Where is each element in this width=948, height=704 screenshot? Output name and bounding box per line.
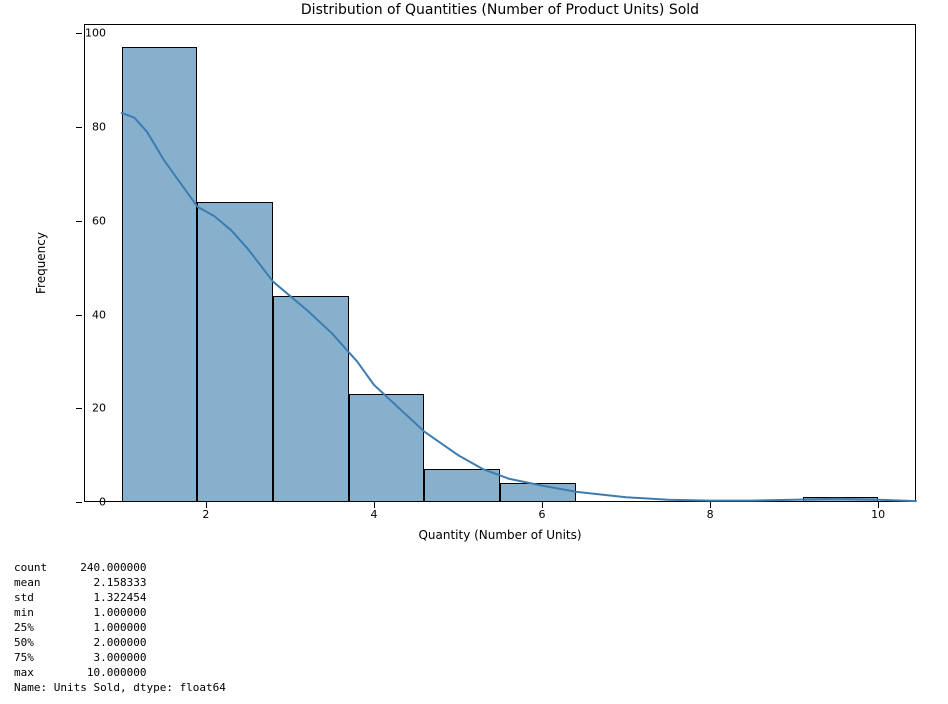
y-tick-label: 40: [70, 308, 106, 321]
histogram-figure: Distribution of Quantities (Number of Pr…: [0, 0, 948, 704]
y-tick-label: 80: [70, 121, 106, 134]
kde-curve: [84, 24, 916, 502]
x-tick-label: 2: [191, 508, 221, 521]
y-tick-label: 100: [70, 27, 106, 40]
chart-title: Distribution of Quantities (Number of Pr…: [84, 2, 916, 18]
y-axis-label: Frequency: [34, 24, 54, 502]
plot-area: [84, 24, 916, 502]
x-tick-label: 10: [863, 508, 893, 521]
x-axis-label: Quantity (Number of Units): [84, 528, 916, 542]
x-tick-label: 6: [527, 508, 557, 521]
x-tick-label: 8: [695, 508, 725, 521]
y-tick-label: 0: [70, 496, 106, 509]
y-tick-label: 20: [70, 402, 106, 415]
x-tick-label: 4: [359, 508, 389, 521]
y-tick-label: 60: [70, 214, 106, 227]
summary-stats: count 240.000000 mean 2.158333 std 1.322…: [14, 560, 226, 695]
